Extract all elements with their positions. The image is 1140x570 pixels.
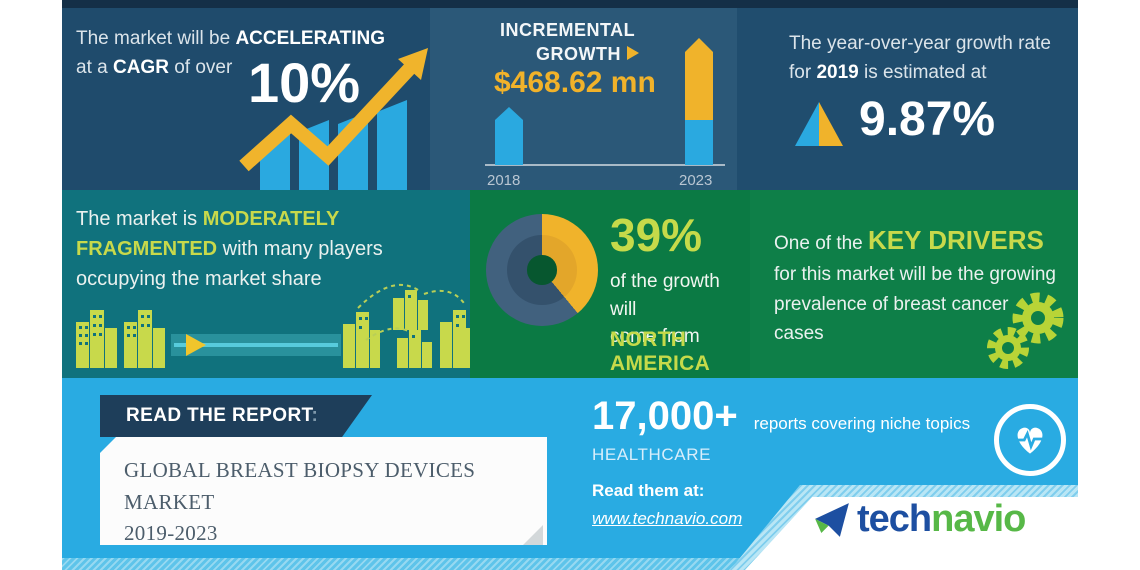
building-windows	[79, 295, 465, 345]
panel-fragmentation: The market is MODERATELY FRAGMENTED with…	[62, 190, 470, 378]
yoy-value: 9.87%	[859, 93, 996, 146]
ribbon-colon: :	[311, 405, 319, 426]
reports-stats: 17,000+ reports covering niche topics HE…	[592, 394, 970, 529]
region-desc: of the growth will come from	[610, 268, 750, 351]
incremental-bar-chart: 2018 2023	[485, 38, 725, 189]
ribbon-label: READ THE REPORT	[126, 405, 312, 426]
incremental-title-line2: GROWTH	[536, 44, 639, 65]
reports-count: 17,000+	[592, 394, 738, 438]
gear-small	[987, 327, 1029, 369]
brand-wordmark: technavio	[857, 498, 1026, 541]
technavio-url-link[interactable]: www.technavio.com	[592, 509, 743, 528]
panel-incremental-growth: INCREMENTAL GROWTH $468.62 mn 2018 2023	[430, 8, 737, 190]
report-title-line2: 2019-2023	[124, 521, 218, 545]
gear-large	[1012, 292, 1064, 344]
frag-post: with many players occupying the market s…	[76, 238, 383, 290]
read-them-at-label: Read them at:	[592, 481, 705, 500]
donut-chart	[486, 214, 598, 326]
drivers-post: for this market will be the growing prev…	[774, 264, 1056, 345]
buildings-cluster-left	[76, 310, 165, 368]
panel-region-growth: 39% of the growth will come from NORTH A…	[470, 190, 750, 378]
buildings-cluster-right	[343, 290, 470, 368]
cagr-line1-pre: The market will be	[76, 28, 236, 49]
brand-navio: navio	[931, 498, 1026, 540]
cagr-line1-bold: ACCELERATING	[235, 28, 385, 49]
panel-key-drivers: One of the KEY DRIVERS for this market w…	[750, 190, 1078, 378]
region-desc-line2: come from	[610, 326, 700, 348]
triangle-up-icon	[795, 102, 843, 146]
fragmentation-statement: The market is MODERATELY FRAGMENTED with…	[76, 204, 462, 294]
technavio-plane-icon	[815, 502, 849, 537]
read-the-report-ribbon: READ THE REPORT:	[100, 395, 372, 437]
panel-cagr: The market will be ACCELERATING at a CAG…	[62, 8, 430, 190]
page-fold-icon	[523, 525, 543, 545]
growth-arrow-chart-icon	[239, 48, 428, 190]
tick-2023: 2023	[679, 172, 712, 189]
cagr-line2-post: of over	[168, 57, 233, 79]
drivers-pre: One of the	[774, 233, 869, 254]
buildings-fragmentation-icon	[76, 283, 470, 368]
top-border-band	[62, 0, 1078, 8]
yoy-statement: The year-over-year growth rate for 2019 …	[789, 30, 1051, 87]
healthcare-heart-pulse-icon	[994, 404, 1066, 476]
corner-decoration	[722, 478, 1078, 570]
growth-label: GROWTH	[536, 44, 621, 64]
report-title-line1: GLOBAL BREAST BIOPSY DEVICES MARKET	[124, 458, 476, 514]
cagr-line2-bold: CAGR	[112, 57, 169, 79]
cagr-line2-pre: at a	[76, 57, 113, 79]
technavio-logo: technavio	[814, 498, 1026, 541]
arrowhead-icon	[398, 48, 428, 80]
report-card: GLOBAL BREAST BIOPSY DEVICES MARKET 2019…	[100, 437, 547, 545]
incremental-growth-value: $468.62 mn	[494, 66, 656, 99]
region-desc-line1: of the growth will	[610, 271, 720, 320]
bar-2023-increment	[685, 38, 713, 120]
play-triangle-icon	[626, 46, 639, 60]
yoy-line2-bold: 2019	[816, 61, 859, 83]
report-title: GLOBAL BREAST BIOPSY DEVICES MARKET 2019…	[100, 437, 547, 545]
cagr-statement: The market will be ACCELERATING at a CAG…	[76, 24, 385, 83]
incremental-title-line1: INCREMENTAL	[500, 20, 636, 40]
region-name: NORTH AMERICA	[610, 328, 711, 375]
region-share-value: 39%	[610, 209, 703, 261]
yoy-line2-pre: for	[789, 61, 817, 83]
footer-section: READ THE REPORT: GLOBAL BREAST BIOPSY DE…	[62, 378, 1078, 570]
frag-pre: The market is	[76, 208, 203, 230]
connection-arcs	[357, 283, 467, 341]
gears-icon	[987, 292, 1064, 369]
panel-yoy-growth: The year-over-year growth rate for 2019 …	[737, 8, 1078, 190]
cagr-value: 10%	[248, 51, 361, 114]
bar-2018	[495, 107, 523, 165]
category-label: HEALTHCARE	[592, 445, 712, 464]
drivers-highlight: KEY DRIVERS	[868, 225, 1044, 255]
yoy-line1: The year-over-year growth rate	[789, 33, 1051, 54]
bar-2023-base	[685, 120, 713, 165]
brand-tech: tech	[857, 498, 932, 540]
reports-count-desc: reports covering niche topics	[753, 414, 971, 433]
key-drivers-statement: One of the KEY DRIVERS for this market w…	[774, 220, 1058, 349]
tick-2018: 2018	[487, 172, 520, 189]
flow-arrow-icon	[186, 334, 206, 356]
yoy-line2-post: is estimated at	[858, 61, 987, 83]
frag-highlight: MODERATELY FRAGMENTED	[76, 208, 340, 260]
